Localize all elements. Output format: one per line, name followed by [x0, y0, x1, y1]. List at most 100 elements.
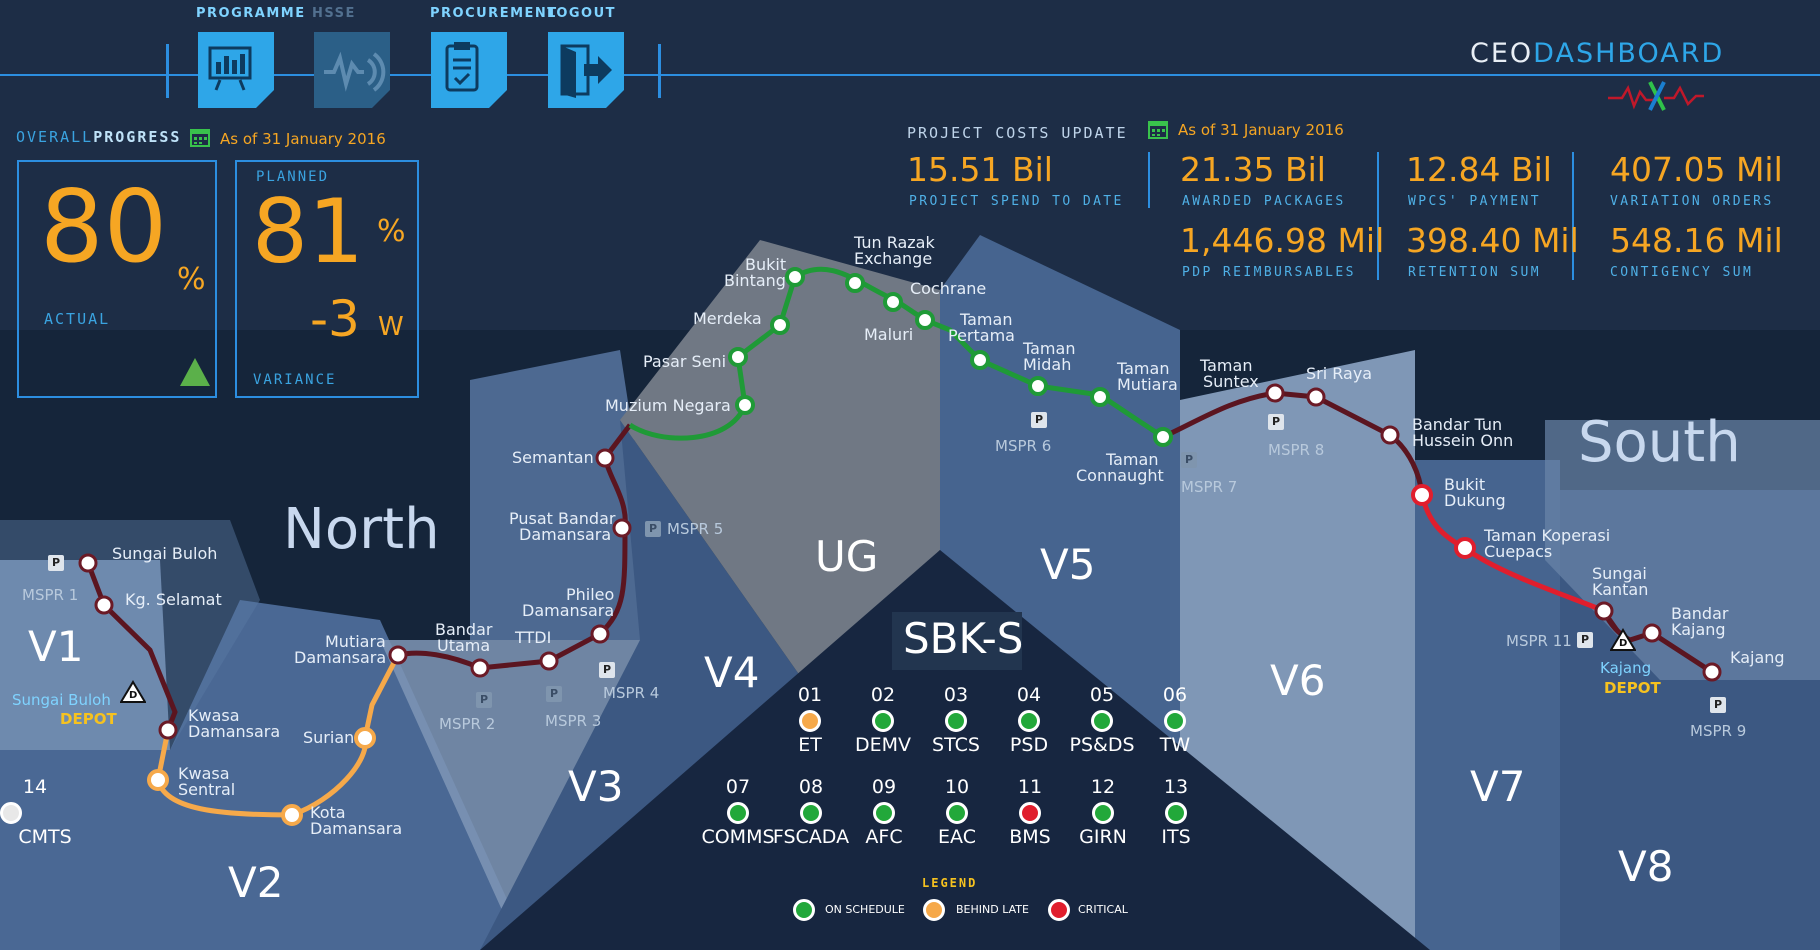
- label-muzium-negara: Muzium Negara: [605, 396, 731, 415]
- label-taman-suntex-1: Taman: [1200, 356, 1253, 375]
- cost-label-wpcs: WPCS' PAYMENT: [1408, 194, 1541, 209]
- package-status-dot[interactable]: [1092, 802, 1114, 824]
- variance-unit: W: [378, 312, 404, 342]
- station-dot-maluri: [915, 310, 935, 330]
- trend-up-icon: [180, 358, 210, 386]
- legend-critical-label: CRITICAL: [1078, 903, 1128, 916]
- package-name: EAC: [938, 826, 976, 848]
- label-taman-mutiara-2: Mutiara: [1117, 375, 1178, 394]
- station-dot-taman-suntex: [1265, 383, 1285, 403]
- label-bukit-dukung-1: Bukit: [1444, 475, 1486, 494]
- planned-value: 81: [252, 180, 364, 283]
- station-dot-taman-pertama: [970, 350, 990, 370]
- station-dot-kg-selamat: [94, 595, 114, 615]
- cost-label-variation: VARIATION ORDERS: [1610, 194, 1774, 209]
- station-dot-bukit-dukung: [1411, 484, 1433, 506]
- package-name: STCS: [932, 734, 980, 756]
- actual-progress-card: [17, 160, 217, 398]
- package-status-dot[interactable]: [873, 802, 895, 824]
- package-status-dot[interactable]: [800, 802, 822, 824]
- label-bandar-tun-hussein-onn-2: Hussein Onn: [1412, 431, 1514, 450]
- label-bukit-bintang-2: Bintang: [724, 271, 786, 290]
- package-status-dot[interactable]: [872, 710, 894, 732]
- label-taman-koperasi-1: Taman Koperasi: [1484, 526, 1611, 545]
- procurement-button[interactable]: [431, 32, 507, 108]
- station-dot-kwasa-damansara: [158, 720, 178, 740]
- label-taman-koperasi-2: Cuepacs: [1484, 542, 1553, 561]
- cost-label-spend: PROJECT SPEND TO DATE: [909, 194, 1124, 209]
- label-mspr9: MSPR 9: [1690, 722, 1747, 740]
- label-kajang-depot-tag: DEPOT: [1604, 679, 1661, 697]
- mspr8-parking-icon: P: [1268, 414, 1284, 430]
- legend-behind-late-label: BEHIND LATE: [956, 903, 1029, 916]
- label-kwasa-damansara-2: Damansara: [188, 722, 281, 741]
- region-v1: V1: [28, 622, 84, 671]
- package-status-dot[interactable]: [945, 710, 967, 732]
- mspr7-parking-icon: P: [1181, 452, 1197, 468]
- package-status-dot[interactable]: [1164, 710, 1186, 732]
- label-bandar-kajang-1: Bandar: [1671, 604, 1729, 623]
- package-status-dot[interactable]: [0, 802, 22, 824]
- package-status-dot[interactable]: [1019, 802, 1041, 824]
- package-number: 13: [1163, 776, 1189, 798]
- mspr5-parking-icon: P: [645, 521, 661, 537]
- label-bandar-kajang-2: Kajang: [1671, 620, 1726, 639]
- label-bandar-tun-hussein-onn-1: Bandar Tun: [1412, 415, 1503, 434]
- package-number: 11: [1017, 776, 1043, 798]
- label-tun-razak-1: Tun Razak: [854, 233, 935, 252]
- label-sungai-kantan-2: Kantan: [1592, 580, 1649, 599]
- planned-label: PLANNED: [256, 169, 330, 185]
- package-status-dot[interactable]: [799, 710, 821, 732]
- package-status-dot[interactable]: [946, 802, 968, 824]
- brand-ceo: CEO: [1470, 38, 1534, 69]
- sbks-box: [892, 612, 1022, 670]
- region-south: South: [1578, 410, 1741, 475]
- costs-title: PROJECT COSTS UPDATE: [907, 124, 1128, 142]
- package-status-dot[interactable]: [1091, 710, 1113, 732]
- station-dot-ttdi: [539, 651, 559, 671]
- programme-button[interactable]: [198, 32, 274, 108]
- station-dot-bandar-kajang: [1642, 623, 1662, 643]
- label-sungai-kantan-1: Sungai: [1592, 564, 1647, 583]
- nav-label-hsse: HSSE: [312, 6, 356, 21]
- package-number: 09: [871, 776, 897, 798]
- calendar-icon: [190, 129, 210, 147]
- variance-label: VARIANCE: [253, 372, 337, 388]
- mspr4-parking-icon: P: [599, 662, 615, 678]
- region-v4: V4: [704, 648, 760, 697]
- package-status-dot[interactable]: [1165, 802, 1187, 824]
- package-name: CMTS: [18, 826, 72, 848]
- package-name: FSCADA: [772, 826, 850, 848]
- actual-label: ACTUAL: [44, 310, 111, 328]
- region-ug: UG: [815, 532, 879, 581]
- nav-right-bracket: [658, 44, 661, 98]
- cost-label-pdp: PDP REIMBURSABLES: [1182, 265, 1356, 280]
- label-pusat-bandar-1: Pusat Bandar: [509, 509, 616, 528]
- label-mspr5: MSPR 5: [667, 520, 724, 538]
- package-status-dot[interactable]: [1018, 710, 1040, 732]
- package-name: PSD: [1009, 734, 1049, 756]
- package-number: 10: [944, 776, 970, 798]
- package-number: 03: [943, 684, 969, 706]
- cost-value-spend: 15.51 Bil: [907, 150, 1053, 189]
- label-cochrane: Cochrane: [910, 279, 987, 298]
- station-dot-taman-mutiara: [1090, 387, 1110, 407]
- overall-progress-title: OVERALLPROGRESS: [16, 128, 181, 146]
- label-taman-pertama-1: Taman: [960, 310, 1013, 329]
- progress-label: PROGRESS: [93, 128, 182, 146]
- label-taman-connaught-2: Connaught: [1076, 466, 1164, 485]
- cost-divider-2: [1377, 152, 1379, 280]
- label-phileo-damansara-2: Damansara: [522, 601, 615, 620]
- hsse-button[interactable]: [314, 32, 390, 108]
- package-number: 14: [22, 776, 48, 798]
- station-dot-sri-raya: [1306, 387, 1326, 407]
- label-tun-razak-2: Exchange: [854, 249, 933, 268]
- label-bandar-utama-1: Bandar: [435, 620, 493, 639]
- package-name: ET: [798, 734, 822, 756]
- region-v7: V7: [1470, 762, 1526, 811]
- label-mspr2: MSPR 2: [439, 715, 496, 733]
- package-status-dot[interactable]: [727, 802, 749, 824]
- package-name: BMS: [1009, 826, 1051, 848]
- logout-button[interactable]: [548, 32, 624, 108]
- mspr1-parking-icon: P: [48, 555, 64, 571]
